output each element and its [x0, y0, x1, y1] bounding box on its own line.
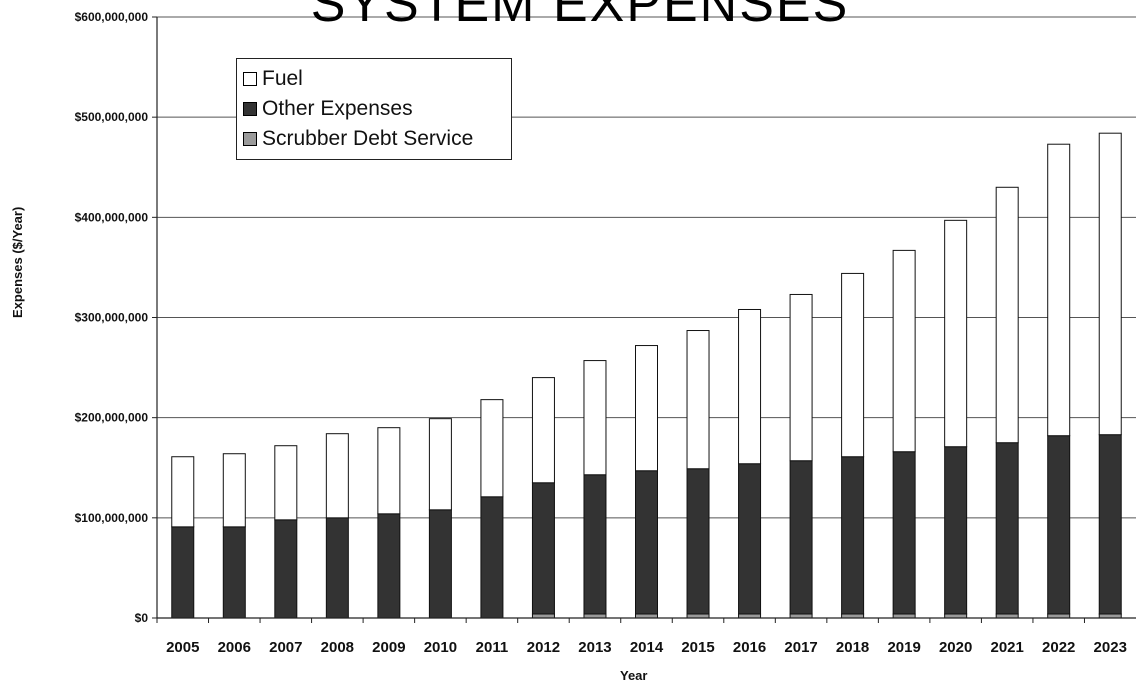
bar-other-expenses-2018 — [841, 456, 865, 615]
bar-other-expenses-2017 — [789, 460, 813, 615]
bar-fuel-2015 — [686, 330, 710, 470]
bar-scrubber-debt-service-2020 — [944, 613, 968, 619]
bar-other-expenses-2019 — [892, 451, 916, 615]
y-tick-label: $200,000,000 — [75, 411, 149, 425]
bar-scrubber-debt-service-2019 — [892, 613, 916, 619]
bar-scrubber-debt-service-2022 — [1047, 613, 1071, 619]
bar-fuel-2007 — [274, 445, 298, 521]
bar-fuel-2009 — [377, 427, 401, 515]
bar-scrubber-debt-service-2017 — [789, 613, 813, 619]
bar-other-expenses-2007 — [274, 519, 298, 619]
x-tick-label: 2023 — [1094, 639, 1127, 656]
x-tick-label: 2014 — [630, 639, 664, 656]
bar-fuel-2006 — [222, 453, 246, 528]
legend-label: Fuel — [262, 67, 303, 90]
y-tick-label: $300,000,000 — [75, 311, 149, 325]
y-tick-label: $100,000,000 — [75, 511, 149, 525]
bar-fuel-2011 — [480, 399, 504, 498]
legend: Fuel Other Expenses Scrubber Debt Service — [236, 58, 512, 160]
bar-other-expenses-2014 — [635, 470, 658, 615]
bar-scrubber-debt-service-2016 — [738, 613, 762, 619]
bar-other-expenses-2013 — [583, 474, 607, 615]
bar-other-expenses-2023 — [1098, 434, 1122, 615]
y-tick-label: $400,000,000 — [75, 210, 149, 224]
x-tick-label: 2007 — [269, 639, 302, 656]
x-tick-label: 2021 — [990, 639, 1023, 656]
x-tick-label: 2013 — [578, 639, 611, 656]
bar-other-expenses-2016 — [738, 463, 762, 615]
bars — [171, 132, 1122, 619]
legend-swatch — [243, 72, 257, 86]
bar-other-expenses-2010 — [428, 509, 452, 619]
bar-scrubber-debt-service-2014 — [635, 613, 658, 619]
bar-scrubber-debt-service-2021 — [995, 613, 1019, 619]
bar-other-expenses-2021 — [995, 442, 1019, 615]
bar-fuel-2012 — [531, 377, 555, 484]
bar-scrubber-debt-service-2023 — [1098, 613, 1122, 619]
legend-item-other-expenses: Other Expenses — [243, 94, 505, 124]
x-tick-label: 2008 — [321, 639, 354, 656]
bar-other-expenses-2022 — [1047, 435, 1071, 615]
bar-scrubber-debt-service-2013 — [583, 613, 607, 619]
y-tick-label: $500,000,000 — [75, 110, 149, 124]
bar-fuel-2019 — [892, 249, 916, 453]
x-tick-label: 2016 — [733, 639, 766, 656]
bar-other-expenses-2006 — [222, 526, 246, 619]
bar-other-expenses-2020 — [944, 446, 968, 615]
x-tick-label: 2005 — [166, 639, 199, 656]
bar-fuel-2005 — [171, 456, 195, 528]
bar-fuel-2013 — [583, 360, 607, 476]
bar-fuel-2008 — [325, 433, 349, 519]
y-axis-label: Expenses ($/Year) — [10, 206, 25, 318]
x-tick-label: 2017 — [784, 639, 817, 656]
x-tick-label: 2009 — [372, 639, 405, 656]
legend-swatch — [243, 132, 257, 146]
bar-fuel-2018 — [841, 272, 865, 458]
bar-scrubber-debt-service-2012 — [531, 613, 555, 619]
bar-other-expenses-2011 — [480, 496, 504, 619]
bar-fuel-2017 — [789, 293, 813, 462]
x-tick-label: 2019 — [887, 639, 920, 656]
x-tick-label: 2018 — [836, 639, 869, 656]
chart-title: SYSTEM EXPENSES — [310, 0, 850, 33]
x-tick-label: 2010 — [424, 639, 457, 656]
bar-other-expenses-2012 — [531, 482, 555, 615]
bar-fuel-2020 — [944, 219, 968, 448]
x-tick-label: 2012 — [527, 639, 560, 656]
legend-label: Scrubber Debt Service — [262, 127, 474, 150]
bar-other-expenses-2009 — [377, 513, 401, 619]
bar-fuel-2022 — [1047, 143, 1071, 437]
bar-other-expenses-2008 — [325, 517, 349, 619]
x-axis-label: Year — [620, 668, 648, 683]
bar-fuel-2023 — [1098, 132, 1122, 436]
bar-fuel-2016 — [738, 308, 762, 465]
axes — [152, 16, 1136, 623]
bar-fuel-2010 — [428, 418, 452, 511]
legend-label: Other Expenses — [262, 97, 413, 120]
bar-fuel-2021 — [995, 186, 1019, 444]
tick-labels: $0 $100,000,000 $200,000,000 $300,000,000 $4… — [75, 10, 1127, 656]
legend-swatch — [243, 102, 257, 116]
x-tick-label: 2011 — [476, 639, 509, 656]
y-tick-label: $0 — [135, 611, 149, 625]
legend-item-fuel: Fuel — [243, 64, 505, 94]
bar-scrubber-debt-service-2018 — [841, 613, 865, 619]
x-tick-label: 2022 — [1042, 639, 1075, 656]
bar-scrubber-debt-service-2015 — [686, 613, 710, 619]
bar-other-expenses-2005 — [171, 526, 195, 619]
bar-fuel-2014 — [635, 345, 658, 472]
x-tick-label: 2015 — [681, 639, 714, 656]
x-tick-label: 2006 — [218, 639, 251, 656]
y-tick-label: $600,000,000 — [75, 10, 149, 24]
legend-item-scrubber-debt-service: Scrubber Debt Service — [243, 124, 505, 154]
bar-other-expenses-2015 — [686, 468, 710, 615]
x-tick-label: 2020 — [939, 639, 972, 656]
